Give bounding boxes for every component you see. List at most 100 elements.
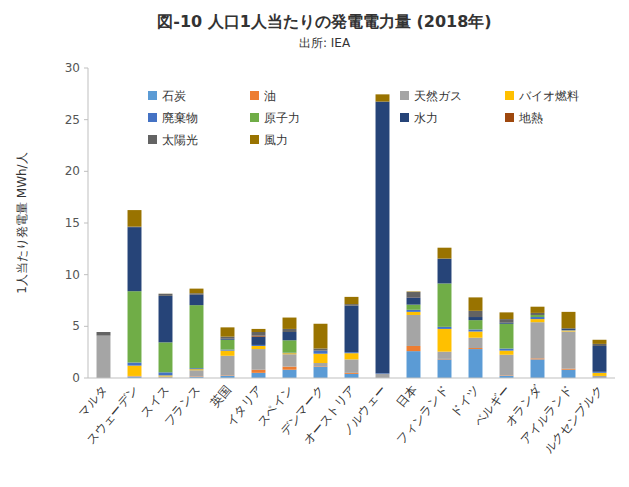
bar-segment — [283, 340, 297, 352]
bar-segment — [531, 315, 545, 317]
bar-segment — [252, 345, 266, 346]
bar-segment — [438, 329, 452, 352]
bar-segment — [593, 340, 607, 344]
bar-segment — [407, 292, 421, 297]
bar-segment — [252, 349, 266, 370]
bar-segment — [531, 313, 545, 315]
bar-segment — [314, 349, 328, 351]
bar-segment — [190, 295, 204, 305]
bar-segment — [190, 369, 204, 370]
legend-swatch — [400, 91, 409, 100]
legend-label: 油 — [264, 89, 276, 103]
bar-segment — [500, 351, 514, 355]
legend-label: 石炭 — [162, 89, 186, 103]
bar-segment — [190, 289, 204, 294]
category-label: スウェーデン — [84, 383, 141, 447]
tick-label: 30 — [65, 61, 80, 75]
tick-mark — [84, 68, 88, 69]
bar-segment — [314, 354, 328, 363]
bar-segment — [128, 210, 142, 227]
bar-segment — [407, 315, 421, 346]
y-axis-label: 1人当たり発電量 MWh/人 — [15, 152, 29, 293]
bar-segment — [314, 351, 328, 354]
bar-segment — [221, 327, 235, 336]
bar-segment — [407, 291, 421, 293]
bar-segment — [252, 332, 266, 336]
legend-swatch — [250, 91, 259, 100]
bar-segment — [500, 319, 514, 323]
bar-segment — [531, 358, 545, 359]
bar-segment — [531, 319, 545, 322]
legend-swatch — [505, 113, 514, 122]
bar-segment — [252, 346, 266, 349]
legend-label: バイオ燃料 — [518, 89, 579, 103]
y-axis — [88, 68, 89, 378]
bar-segment — [407, 305, 421, 310]
bar-segment — [531, 317, 545, 319]
bar-segment — [97, 332, 111, 333]
bar-segment — [128, 291, 142, 362]
category-label: 日本 — [394, 383, 420, 410]
bar-segment — [128, 376, 142, 378]
bar-segment — [438, 327, 452, 329]
tick-mark — [84, 171, 88, 172]
bar-segment — [531, 359, 545, 378]
x-axis — [88, 378, 615, 379]
tick-mark — [84, 326, 88, 327]
tick-label: 10 — [65, 268, 80, 282]
chart: 図-10 人口1人当たりの発電電力量 (2018年)出所: IEA1人当たり発電… — [0, 0, 629, 487]
background — [0, 0, 629, 487]
bar-segment — [345, 304, 359, 306]
tick-mark — [84, 119, 88, 120]
legend-swatch — [148, 91, 157, 100]
bar-segment — [283, 318, 297, 329]
category-label: 英国 — [208, 383, 234, 410]
legend-swatch — [250, 135, 259, 144]
bar-segment — [593, 346, 607, 372]
bar-segment — [283, 367, 297, 370]
legend-label: 天然ガス — [414, 89, 462, 103]
bar-segment — [469, 338, 483, 348]
bar-segment — [469, 332, 483, 338]
bar-segment — [159, 342, 173, 372]
bar-segment — [593, 344, 607, 346]
bar-segment — [469, 317, 483, 320]
bar-segment — [345, 359, 359, 372]
legend-swatch — [250, 113, 259, 122]
bar-segment — [159, 372, 173, 375]
bar-segment — [345, 353, 359, 359]
bar-segment — [252, 337, 266, 345]
bar-segment — [252, 329, 266, 332]
bar-segment — [252, 370, 266, 373]
category-label: フィンランド — [394, 383, 451, 447]
bar-segment — [345, 374, 359, 378]
legend-label: 原子力 — [264, 111, 300, 125]
bar-segment — [159, 296, 173, 343]
bar-segment — [97, 336, 111, 378]
bar-segment — [252, 336, 266, 337]
bar-segment — [407, 312, 421, 315]
legend-swatch — [400, 113, 409, 122]
bar-segment — [500, 312, 514, 319]
bar-segment — [500, 349, 514, 351]
bar-segment — [407, 351, 421, 378]
legend-label: 廃棄物 — [162, 111, 198, 125]
bar-segment — [407, 297, 421, 304]
tick-label: 15 — [65, 216, 80, 230]
bar-segment — [128, 227, 142, 291]
bar-segment — [438, 259, 452, 284]
bar-segment — [469, 348, 483, 349]
bar-segment — [190, 370, 204, 376]
bar-segment — [314, 324, 328, 349]
bar-segment — [562, 332, 576, 369]
bar-segment — [376, 94, 390, 101]
bars — [97, 94, 607, 378]
subtitle: 出所: IEA — [299, 36, 351, 50]
bar-segment — [159, 375, 173, 376]
bar-segment — [221, 356, 235, 376]
bar-segment — [345, 373, 359, 374]
bar-segment — [438, 359, 452, 378]
bar-segment — [469, 329, 483, 331]
bar-segment — [438, 248, 452, 259]
tick-mark — [84, 274, 88, 275]
